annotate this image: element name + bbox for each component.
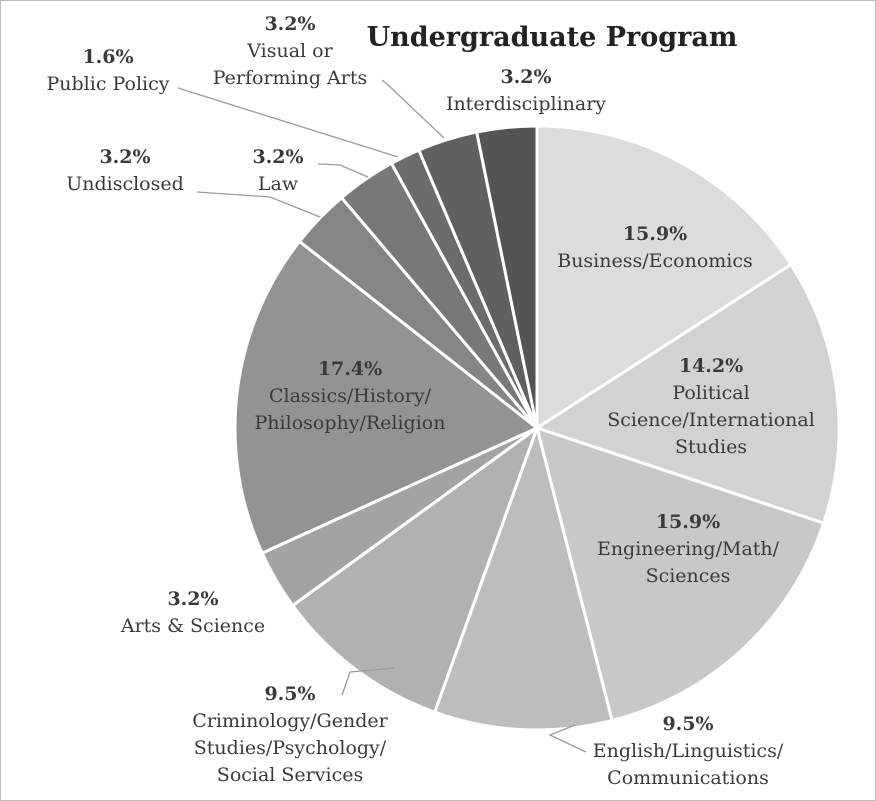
slice-percent-label: 3.2%: [264, 13, 315, 35]
slice-category-label: Business/Economics: [557, 250, 753, 272]
slice-category-label: Arts & Science: [120, 615, 265, 637]
pie-slice-4: [433, 426, 614, 732]
slice-category-label: Criminology/Gender: [192, 710, 388, 732]
slice-category-label: Performing Arts: [213, 67, 368, 89]
slice-category-label: Law: [258, 173, 299, 195]
slice-category-label: Science/International: [607, 409, 815, 431]
slice-percent-label: 9.5%: [264, 683, 315, 705]
slice-percent-label: 9.5%: [662, 713, 713, 735]
slice-percent-label: 3.2%: [167, 588, 218, 610]
slice-category-label: Political: [672, 382, 749, 404]
leader-line-10: [177, 87, 399, 158]
leader-line-11: [381, 79, 445, 139]
pie-slice-2: [535, 263, 841, 525]
pie-slice-5: [291, 426, 539, 714]
chart-title: Undergraduate Program: [367, 22, 738, 53]
pie-slice-3: [535, 426, 826, 723]
slice-category-label: Interdisciplinary: [446, 93, 606, 115]
slice-category-label: Engineering/Math/: [597, 538, 780, 560]
pie-slice-12: [475, 124, 539, 430]
leader-line-8: [196, 191, 321, 218]
slice-category-label: Social Services: [217, 764, 363, 786]
slice-percent-label: 15.9%: [623, 223, 687, 245]
slice-percent-label: 14.2%: [679, 355, 743, 377]
slice-category-label: Studies: [675, 436, 747, 458]
slice-category-label: Communications: [607, 767, 769, 789]
slice-category-label: English/Linguistics/: [593, 740, 784, 762]
slice-percent-label: 1.6%: [82, 46, 133, 68]
leader-line-4: [548, 724, 587, 753]
slice-percent-label: 3.2%: [500, 66, 551, 88]
pie-slice-1: [535, 124, 793, 430]
slice-category-label: Undisclosed: [66, 173, 184, 195]
slice-category-label: Sciences: [646, 565, 731, 587]
slice-category-label: Philosophy/Religion: [255, 412, 446, 434]
slice-percent-label: 17.4%: [318, 358, 382, 380]
slice-percent-label: 3.2%: [252, 146, 303, 168]
slice-category-label: Classics/History/: [269, 385, 432, 407]
slice-percent-label: 3.2%: [99, 146, 150, 168]
leader-line-5: [341, 667, 396, 696]
slice-percent-label: 15.9%: [656, 511, 720, 533]
slice-category-label: Studies/Psychology/: [194, 737, 387, 759]
pie-slice-7: [233, 239, 539, 555]
leader-line-9: [317, 163, 369, 178]
slice-category-label: Visual or: [246, 40, 333, 62]
slice-category-label: Public Policy: [47, 73, 170, 95]
